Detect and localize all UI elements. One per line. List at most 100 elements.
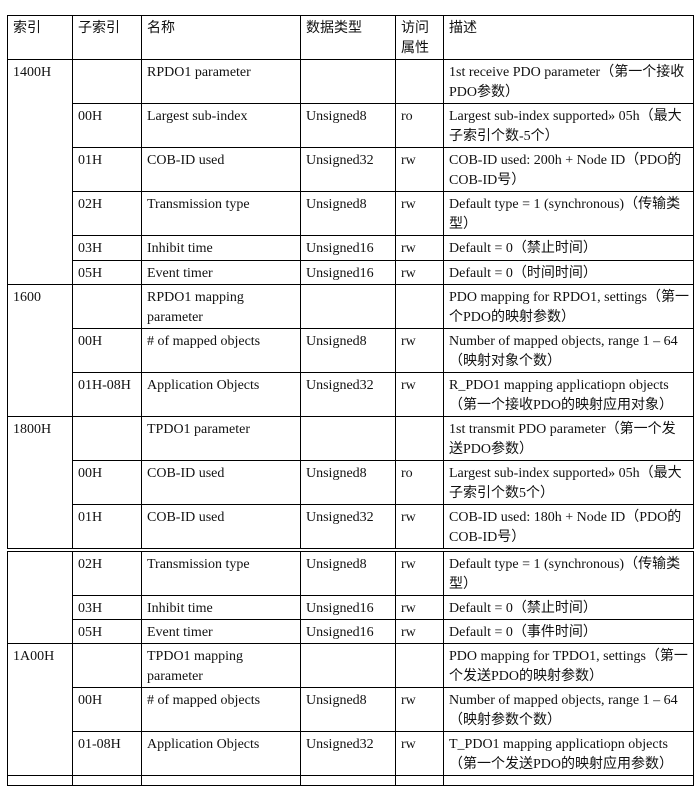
- table-row: 05H Event timer Unsigned16 rw Default = 0（时间…: [8, 260, 694, 285]
- object-dictionary-table: 索引 子索引 名称 数据类型 访问属性 描述 1400H RPDO1 parame…: [7, 15, 694, 549]
- cell-index: 1600: [7, 284, 73, 417]
- cell-description: Default = 0（时间时间）: [443, 260, 694, 285]
- cell-datatype: Unsigned32: [300, 147, 396, 192]
- cell-datatype: [300, 59, 396, 104]
- cell-access: rw: [395, 619, 444, 644]
- header-subindex: 子索引: [72, 15, 142, 60]
- header-index: 索引: [7, 15, 73, 60]
- cell-subindex: 01H-08H: [72, 372, 142, 417]
- cell-name: # of mapped objects: [141, 687, 301, 732]
- cell-access: [395, 643, 444, 688]
- cell-access: [395, 59, 444, 104]
- table-row: 01-08H Application Objects Unsigned32 rw T_P…: [8, 731, 694, 776]
- empty-cell: [7, 775, 73, 786]
- cell-name: TPDO1 parameter: [141, 416, 301, 461]
- cell-description: R_PDO1 mapping applicatiopn objects（第一个接…: [443, 372, 694, 417]
- cell-access: [395, 416, 444, 461]
- header-name: 名称: [141, 15, 301, 60]
- cell-subindex: 00H: [72, 328, 142, 373]
- cell-subindex: 03H: [72, 595, 142, 620]
- cell-description: Default = 0（禁止时间）: [443, 595, 694, 620]
- cell-datatype: Unsigned8: [300, 687, 396, 732]
- header-datatype: 数据类型: [300, 15, 396, 60]
- cell-description: Default = 0（禁止时间）: [443, 235, 694, 261]
- table-row: 01H COB-ID used Unsigned32 rw COB-ID used: 2…: [8, 147, 694, 192]
- cell-access: rw: [395, 235, 444, 261]
- cell-index: 1A00H: [7, 643, 73, 776]
- empty-cell: [395, 775, 444, 786]
- cell-subindex: 01-08H: [72, 731, 142, 776]
- cell-name: COB-ID used: [141, 460, 301, 505]
- table-row: 02H Transmission type Unsigned8 rw Default t…: [7, 551, 694, 644]
- cell-subindex: 03H: [72, 235, 142, 261]
- cell-description: 1st transmit PDO parameter（第一个发送PDO参数）: [443, 416, 694, 461]
- cell-name: TPDO1 mapping parameter: [141, 643, 301, 688]
- cell-access: rw: [395, 687, 444, 732]
- cell-name: Inhibit time: [141, 595, 301, 620]
- cell-name: Largest sub-index: [141, 103, 301, 148]
- cell-datatype: Unsigned8: [300, 103, 396, 148]
- cell-name: Application Objects: [141, 372, 301, 417]
- cell-access: rw: [395, 372, 444, 417]
- cell-datatype: Unsigned8: [300, 191, 396, 236]
- cell-access: rw: [395, 147, 444, 192]
- cell-access: rw: [395, 328, 444, 373]
- cell-datatype: [300, 416, 396, 461]
- cell-access: ro: [395, 103, 444, 148]
- cell-name: Transmission type: [141, 551, 301, 596]
- cell-description: Default type = 1 (synchronous)（传输类型）: [443, 191, 694, 236]
- cell-datatype: Unsigned32: [300, 504, 396, 549]
- empty-cell: [443, 775, 694, 786]
- table-row: 05H Event timer Unsigned16 rw Default = 0（事件…: [8, 619, 694, 644]
- empty-cell: [300, 775, 396, 786]
- cell-name: Inhibit time: [141, 235, 301, 261]
- cell-datatype: [300, 643, 396, 688]
- cell-name: Event timer: [141, 260, 301, 285]
- table-row: 00H # of mapped objects Unsigned8 rw Number …: [8, 328, 694, 373]
- table-row: 01H-08H Application Objects Unsigned32 rw R_…: [8, 372, 694, 417]
- table-row: 00H Largest sub-index Unsigned8 ro Largest s…: [8, 103, 694, 148]
- cell-datatype: Unsigned32: [300, 731, 396, 776]
- cell-access: rw: [395, 595, 444, 620]
- cell-description: PDO mapping for TPDO1, settings（第一个发送PDO…: [443, 643, 694, 688]
- cell-access: rw: [395, 504, 444, 549]
- cell-subindex: 05H: [72, 260, 142, 285]
- table-row: 03H Inhibit time Unsigned16 rw Default = 0（禁…: [8, 235, 694, 261]
- cell-datatype: Unsigned8: [300, 328, 396, 373]
- cell-description: 1st receive PDO parameter（第一个接收PDO参数）: [443, 59, 694, 104]
- cell-name: COB-ID used: [141, 147, 301, 192]
- cell-description: Largest sub-index supported» 05h（最大子索引个数…: [443, 103, 694, 148]
- empty-cell: [72, 775, 142, 786]
- cell-subindex: [72, 416, 142, 461]
- cell-access: rw: [395, 260, 444, 285]
- table-row: 03H Inhibit time Unsigned16 rw Default = 0（禁…: [8, 595, 694, 620]
- cell-name: RPDO1 parameter: [141, 59, 301, 104]
- table-row: 1600 RPDO1 mapping parameter PDO mapping f…: [7, 284, 694, 417]
- cell-description: Number of mapped objects, range 1 – 64（映…: [443, 687, 694, 732]
- table-row: 1A00H TPDO1 mapping parameter PDO mapping …: [7, 643, 694, 776]
- header-description: 描述: [443, 15, 694, 60]
- table-row: 1800H TPDO1 parameter 1st transmit PDO par…: [7, 416, 694, 549]
- cell-subindex: 00H: [72, 103, 142, 148]
- cell-subindex: 05H: [72, 619, 142, 644]
- cell-datatype: [300, 284, 396, 329]
- cell-access: rw: [395, 731, 444, 776]
- cell-name: COB-ID used: [141, 504, 301, 549]
- object-dictionary-table-continued: 02H Transmission type Unsigned8 rw Default t…: [7, 551, 694, 786]
- table-row: 00H COB-ID used Unsigned8 ro Largest sub-ind…: [8, 460, 694, 505]
- cell-subindex: 00H: [72, 687, 142, 732]
- cell-name: # of mapped objects: [141, 328, 301, 373]
- cell-description: COB-ID used: 180h + Node ID（PDO的COB-ID号）: [443, 504, 694, 549]
- cell-index: [7, 551, 73, 644]
- cell-subindex: 01H: [72, 147, 142, 192]
- cell-description: Largest sub-index supported» 05h（最大子索引个数…: [443, 460, 694, 505]
- table-row: 1400H RPDO1 parameter 1st receive PDO para…: [7, 59, 694, 285]
- cell-access: [395, 284, 444, 329]
- cell-subindex: 00H: [72, 460, 142, 505]
- cell-subindex: 01H: [72, 504, 142, 549]
- table-row: 01H COB-ID used Unsigned32 rw COB-ID used: 1…: [8, 504, 694, 549]
- cell-datatype: Unsigned16: [300, 260, 396, 285]
- cell-datatype: Unsigned16: [300, 619, 396, 644]
- cell-description: Default = 0（事件时间）: [443, 619, 694, 644]
